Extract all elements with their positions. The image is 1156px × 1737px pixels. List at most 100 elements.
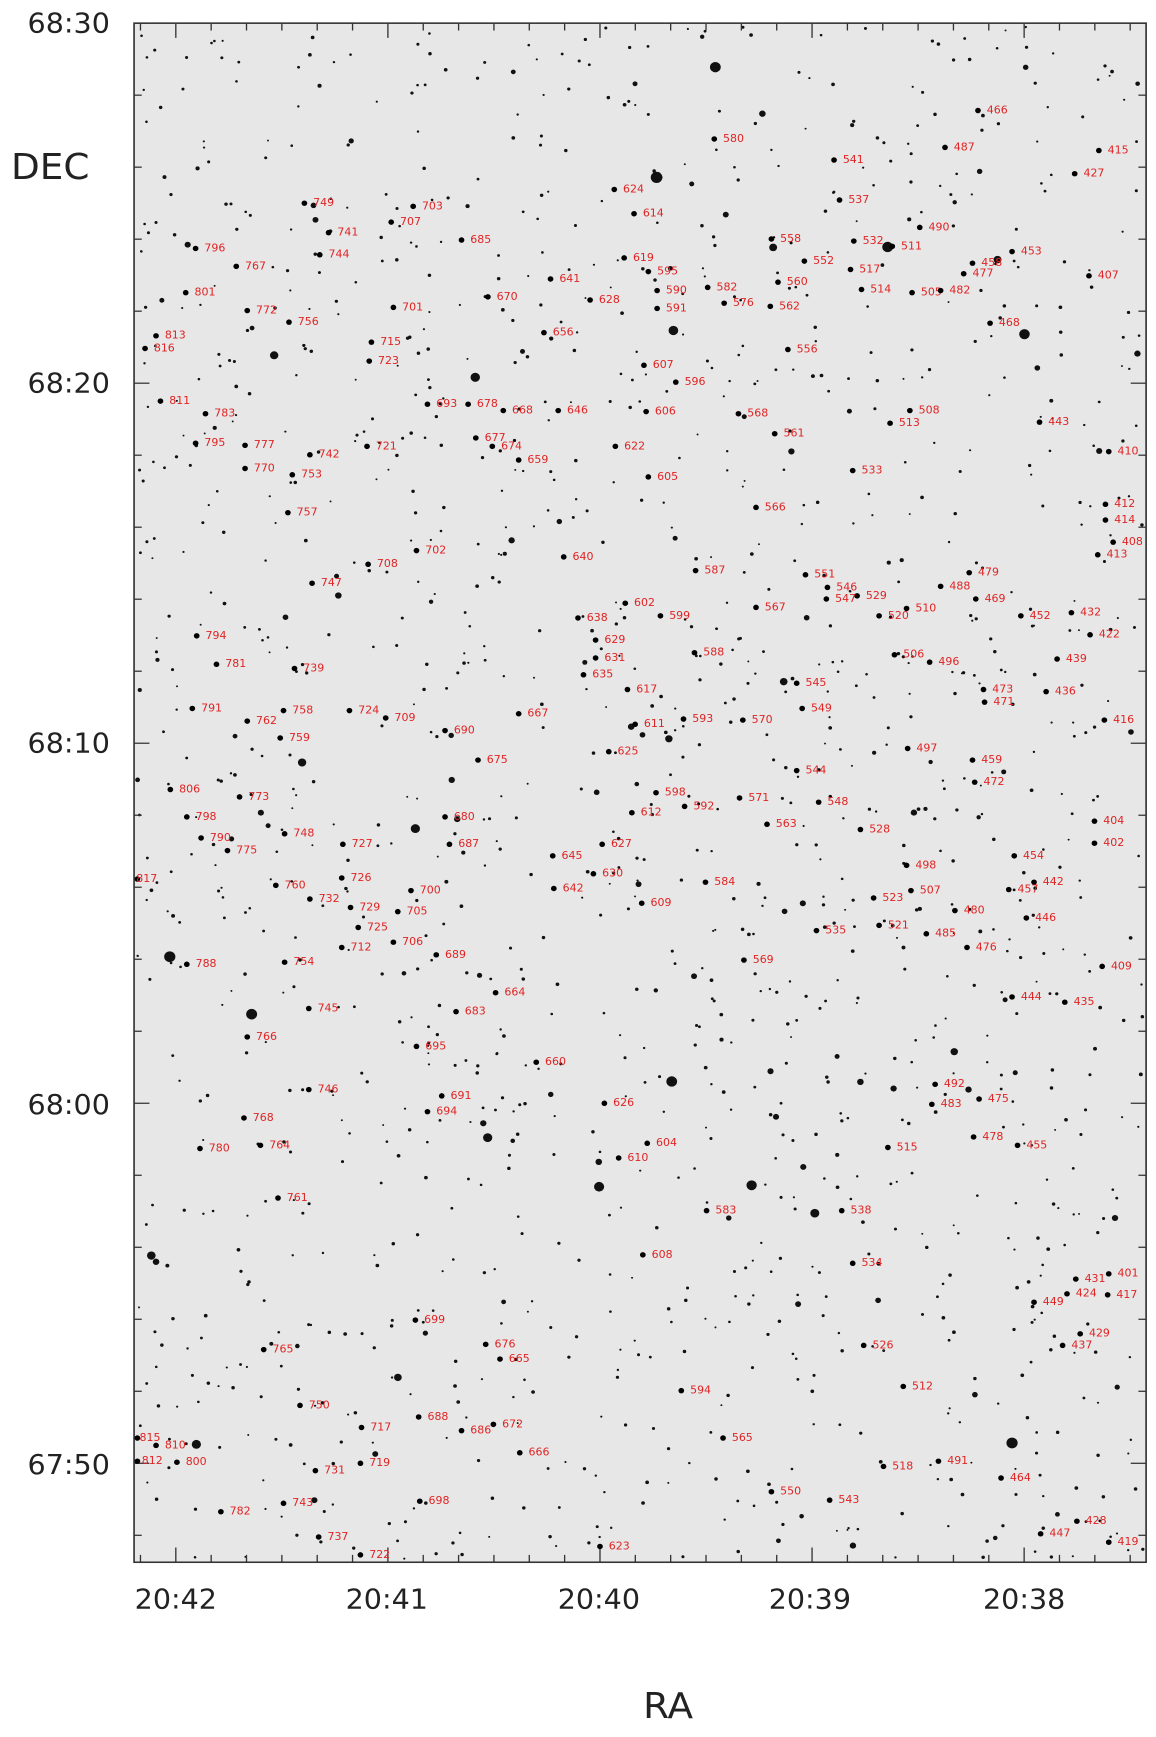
background-star (715, 148, 718, 152)
star (644, 1140, 651, 1146)
background-star (781, 908, 788, 915)
background-star (810, 374, 815, 379)
background-star (840, 1349, 844, 1353)
background-star (1096, 1231, 1100, 1235)
background-star (780, 796, 784, 800)
star (142, 345, 148, 352)
background-star (762, 650, 765, 654)
background-star (874, 810, 878, 813)
background-star (1071, 1166, 1075, 1170)
background-star (294, 936, 297, 939)
background-star (856, 1527, 860, 1531)
background-star (747, 660, 750, 663)
background-star (451, 1258, 455, 1261)
background-star (499, 1028, 502, 1031)
background-star (548, 1534, 552, 1539)
star-label: 596 (685, 375, 706, 388)
background-star (850, 949, 855, 953)
background-star (232, 733, 238, 739)
background-star (512, 1110, 515, 1113)
background-star (795, 1019, 799, 1022)
background-star (571, 515, 575, 519)
background-star (871, 514, 874, 517)
star (849, 467, 856, 474)
background-star (136, 954, 139, 958)
star (244, 1034, 251, 1040)
background-star (599, 913, 603, 917)
background-star (838, 1423, 842, 1427)
background-star (591, 751, 596, 755)
background-star (796, 1293, 799, 1297)
star (1011, 853, 1018, 859)
background-star (422, 1330, 429, 1336)
background-star (197, 377, 201, 381)
background-star (322, 1510, 326, 1513)
background-star (1096, 1453, 1100, 1457)
star-label: 404 (1103, 814, 1124, 827)
background-star (1004, 29, 1007, 32)
background-star (181, 306, 184, 310)
background-star (697, 743, 702, 747)
background-star (190, 853, 193, 856)
background-star (808, 77, 811, 80)
star (241, 1115, 247, 1121)
background-star (840, 660, 844, 663)
background-star (673, 962, 677, 966)
background-star (416, 83, 419, 87)
background-star (595, 1525, 599, 1529)
background-star (1023, 1142, 1026, 1145)
background-star (279, 1364, 283, 1368)
star (515, 711, 522, 717)
background-star (688, 1461, 691, 1465)
star (580, 672, 587, 678)
background-star (450, 1206, 454, 1210)
background-star (909, 152, 913, 156)
background-star (1134, 350, 1141, 357)
background-star (454, 816, 461, 823)
background-star (1046, 106, 1049, 109)
star-label: 510 (915, 602, 936, 615)
background-star (973, 339, 977, 343)
background-star (1033, 1318, 1036, 1321)
background-star (284, 430, 287, 433)
star (218, 1508, 224, 1515)
background-star (1034, 365, 1041, 371)
background-star (222, 916, 226, 920)
background-star (825, 1075, 829, 1079)
background-star (1096, 448, 1103, 454)
background-star (1072, 721, 1075, 724)
star (831, 157, 837, 163)
background-star (1028, 607, 1033, 611)
background-star (557, 1506, 561, 1509)
background-star (547, 419, 550, 422)
background-star (390, 842, 393, 845)
background-star (518, 1103, 522, 1107)
background-star (289, 228, 293, 231)
background-star (160, 1343, 164, 1347)
background-star (423, 436, 427, 439)
background-star (416, 967, 420, 971)
background-star (526, 1310, 529, 1313)
background-star (1033, 1550, 1037, 1553)
background-star (908, 513, 911, 515)
background-star (459, 904, 464, 908)
background-star (948, 1273, 952, 1277)
background-star (145, 56, 149, 59)
background-star (952, 1072, 955, 1075)
background-star (822, 895, 825, 898)
background-star (1093, 1046, 1097, 1051)
background-star (603, 1490, 606, 1494)
star (903, 605, 910, 612)
star-label: 490 (929, 221, 950, 234)
background-star (521, 469, 525, 473)
star-label: 739 (303, 662, 324, 675)
background-star (539, 134, 543, 138)
background-star (389, 1324, 394, 1328)
background-star (1128, 1356, 1132, 1359)
star (291, 665, 298, 672)
background-star (1101, 1495, 1106, 1499)
background-star (236, 1248, 241, 1252)
background-star (435, 735, 439, 739)
star (1091, 818, 1098, 824)
background-star (835, 1152, 840, 1157)
